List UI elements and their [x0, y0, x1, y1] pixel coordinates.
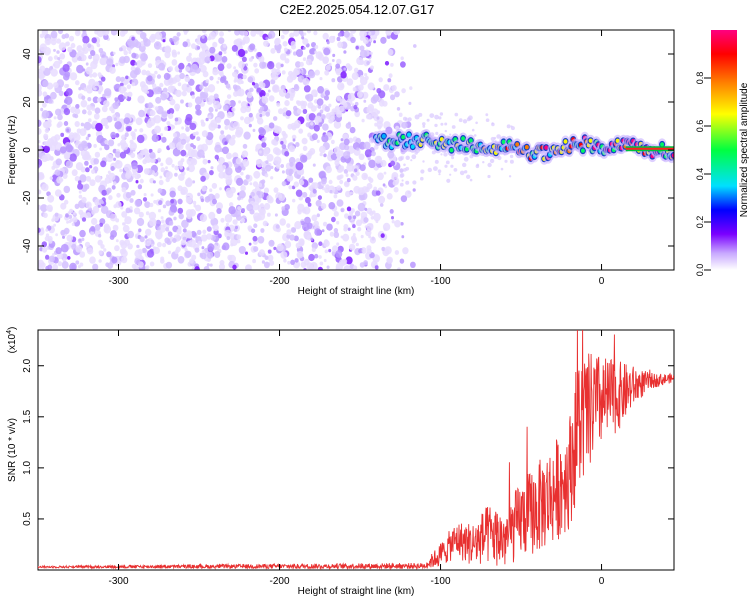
x-tick-label: -100	[431, 576, 451, 587]
snr-y-multiplier: (x104)	[6, 327, 18, 354]
spectrogram-x-ticks: -300 -200 -100 0	[108, 30, 605, 287]
snr-series-line	[38, 330, 674, 570]
x-tick-label: -200	[270, 576, 290, 587]
colorbar-label: Normalized spectral amplitude	[739, 82, 750, 217]
colorbar-tick-label: 0.8	[695, 72, 705, 85]
spectrogram-y-label: Frequency (Hz)	[7, 116, 18, 185]
snr-y-label: SNR (10 * v/v)	[7, 418, 18, 482]
snr-x-ticks: -300 -200 -100 0	[108, 330, 605, 587]
y-tick-label: -40	[22, 238, 33, 253]
colorbar-tick-label: 0.2	[695, 216, 705, 229]
colorbar: 0.0 0.2 0.4 0.6 0.8 Normalized spectral ampl…	[695, 30, 750, 276]
snr-plot-area	[38, 330, 674, 570]
x-tick-label: -300	[108, 576, 128, 587]
x-tick-label: -300	[108, 276, 128, 287]
y-tick-label: 0	[22, 147, 33, 153]
figure-title: C2E2.2025.054.12.07.G17	[280, 2, 435, 17]
y-tick-label: 40	[22, 48, 33, 60]
y-tick-label: 0.5	[22, 512, 33, 526]
snr-y-multiplier-close: )	[7, 327, 18, 330]
y-tick-label: 1.0	[22, 460, 33, 474]
spectrogram-y-ticks: -40 -20 0 20 40	[22, 48, 674, 253]
snr-y-multiplier-exponent: 4	[6, 330, 13, 334]
colorbar-tick-label: 0.6	[695, 120, 705, 133]
x-tick-label: 0	[599, 576, 605, 587]
colorbar-tick-label: 0.0	[695, 264, 705, 277]
spectrogram-x-label: Height of straight line (km)	[298, 286, 415, 297]
snr-frame	[37, 329, 675, 571]
colorbar-ticks: 0.0 0.2 0.4 0.6 0.8	[695, 72, 711, 277]
y-tick-label: 1.5	[22, 409, 33, 423]
snr-y-ticks: 0.5 1.0 1.5 2.0	[22, 358, 674, 526]
spectrogram-plot-area	[38, 30, 674, 270]
svg-text:(x104): (x104)	[6, 327, 18, 354]
y-tick-label: 2.0	[22, 358, 33, 372]
colorbar-tick-label: 0.4	[695, 168, 705, 181]
colorbar-gradient	[711, 30, 737, 270]
snr-panel: -300 -200 -100 0 0.5 1.0 1.5 2.0 Height of str…	[6, 327, 675, 597]
x-tick-label: -100	[431, 276, 451, 287]
snr-y-multiplier-base: (x10	[7, 333, 18, 353]
x-tick-label: 0	[599, 276, 605, 287]
y-tick-label: 20	[22, 96, 33, 108]
x-tick-label: -200	[270, 276, 290, 287]
snr-x-label: Height of straight line (km)	[298, 586, 415, 597]
y-tick-label: -20	[22, 190, 33, 205]
